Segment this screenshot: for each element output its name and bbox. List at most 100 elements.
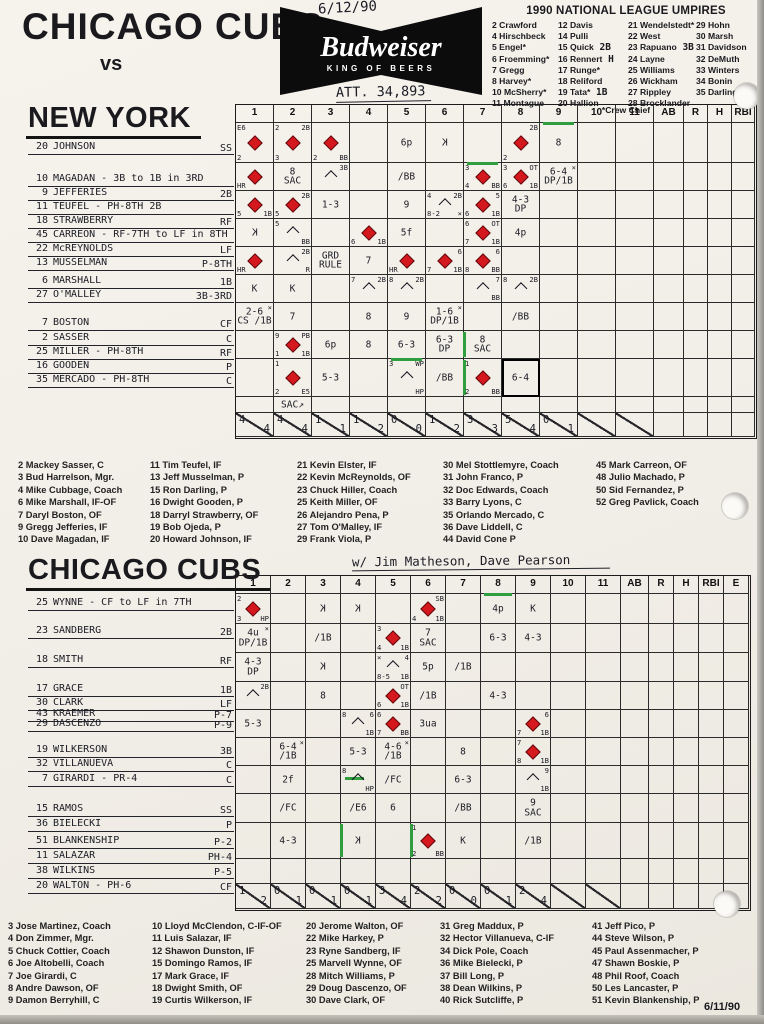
grid-cell bbox=[621, 653, 649, 682]
cell-corner-note: 3 bbox=[275, 152, 280, 162]
lineup-player-name: BOSTON bbox=[53, 317, 90, 328]
grid-cell bbox=[350, 163, 388, 191]
grid-cell bbox=[341, 624, 376, 653]
grid-cell: 7 8 1B bbox=[516, 738, 551, 766]
lineup-row: 38 WILKINS P-5 bbox=[28, 865, 234, 879]
strikeout-looking-mark: K bbox=[355, 602, 361, 614]
roster-entry: 12 Shawon Dunston, IF bbox=[152, 945, 255, 956]
cell-notation: 6-3 DP bbox=[435, 334, 454, 355]
grid-cell bbox=[724, 710, 749, 738]
umpire-entry: 14 Pulli bbox=[558, 31, 589, 42]
inning-hits: 2 bbox=[377, 423, 384, 435]
cell-corner-note: 8 bbox=[503, 275, 508, 284]
grid-cell bbox=[578, 397, 616, 413]
inning-end-mark bbox=[345, 777, 364, 781]
lineup-player-number: 38 bbox=[35, 865, 48, 876]
cell-corner-note: 2B bbox=[260, 682, 269, 691]
umpire-entry: 31 Davidson bbox=[696, 42, 747, 53]
scored-run-diamond bbox=[512, 168, 529, 185]
cell-corner-note: 3 bbox=[377, 624, 382, 633]
umpire-entry: 6 Froemming* bbox=[492, 53, 550, 64]
inning-hits: 1 bbox=[365, 895, 372, 907]
cell-corner-note: 6 bbox=[465, 219, 470, 228]
scored-run-diamond bbox=[245, 600, 261, 617]
cell-corner-note: BB bbox=[339, 152, 348, 162]
cell-corner-note: 4 bbox=[427, 191, 432, 200]
totals-cell bbox=[654, 413, 684, 437]
grid-cell bbox=[236, 794, 271, 823]
lineup-player-name: GIRARDI - PR-4 bbox=[53, 773, 138, 784]
umpire-entry: 30 Marsh bbox=[696, 31, 734, 42]
inning-runs: 0 bbox=[344, 885, 351, 897]
cell-corner-note: 1 bbox=[275, 348, 280, 358]
grid-cell bbox=[732, 219, 755, 247]
grid-cell bbox=[684, 275, 708, 303]
lineup-row: 11 SALAZAR PH-4 bbox=[28, 850, 234, 864]
grid-cell bbox=[502, 397, 540, 413]
umpire-entry: 7 Gregg bbox=[492, 64, 525, 75]
lineup-row: 25 WYNNE - CF to LF in 7TH bbox=[28, 597, 234, 611]
cell-corner-note: 7 bbox=[495, 275, 500, 284]
grid-cell: 9 bbox=[388, 303, 426, 331]
inning-hits: 4 bbox=[301, 423, 308, 435]
totals-cell bbox=[578, 413, 616, 437]
cell-corner-note: × bbox=[404, 738, 409, 747]
cell-corner-note: 2 bbox=[237, 152, 242, 162]
grid-cell bbox=[540, 331, 578, 359]
lineup-player-position: SS bbox=[219, 805, 232, 816]
grid-cell bbox=[540, 359, 578, 397]
roster-column: 2 Mackey Sasser, C 3 Bud Harrelson, Mgr. 4… bbox=[18, 459, 122, 546]
cell-corner-note: 2 bbox=[503, 152, 508, 162]
grid-cell bbox=[699, 594, 724, 624]
grid-cell: 8 HP bbox=[341, 766, 376, 794]
grid-cell bbox=[674, 794, 699, 823]
grid-cell bbox=[674, 823, 699, 859]
grid-header-cell: 3 bbox=[312, 105, 350, 123]
grid-cell: 8 6 1B bbox=[341, 710, 376, 738]
cell-corner-note: 7 bbox=[517, 727, 522, 737]
grid-cell bbox=[551, 859, 586, 884]
grid-cell: 6-3 bbox=[446, 766, 481, 794]
grid-header-cell: E bbox=[724, 576, 749, 594]
lineup-row: 32 VILLANUEVA C bbox=[28, 758, 234, 772]
totals-cell bbox=[551, 884, 586, 909]
grid-cell bbox=[540, 303, 578, 331]
lineup-player-position: P-2 bbox=[213, 837, 232, 848]
roster-entry: 22 Mike Harkey, P bbox=[306, 933, 384, 944]
lineup-player-position: RF bbox=[219, 348, 232, 359]
cell-corner-note: 2 bbox=[313, 152, 318, 162]
cell-notation: 6-4 /1B bbox=[279, 741, 297, 762]
inning-end-mark bbox=[340, 824, 343, 857]
roster-entry: 19 Bob Ojeda, P bbox=[150, 522, 221, 533]
on-base-half-diamond bbox=[362, 281, 375, 295]
umpire-entry: 15 Quick 2B bbox=[558, 42, 611, 54]
grid-cell: /BB bbox=[426, 359, 464, 397]
lineup-row: 23 SANDBERG 2B bbox=[28, 625, 234, 639]
grid-cell: 1 2 BB bbox=[463, 359, 502, 397]
lineup-row: 7 GIRARDI - PR-4 C bbox=[28, 773, 234, 787]
grid-cell bbox=[271, 594, 306, 624]
lineup-player-number: 35 bbox=[35, 374, 48, 385]
cell-corner-note: 1B bbox=[377, 236, 386, 246]
grid-cell: 1 2 BB bbox=[410, 823, 446, 859]
cell-corner-note: 1B bbox=[435, 613, 444, 623]
lineup-player-name: CARREON - RF-7TH to LF in 8TH bbox=[53, 229, 228, 240]
cell-notation: K bbox=[530, 602, 536, 614]
grid-cell: 8 bbox=[540, 122, 578, 163]
roster-entry: 8 Andre Dawson, OF bbox=[8, 983, 99, 994]
cell-notation: SAC↗ bbox=[281, 398, 304, 410]
cell-notation: 8 bbox=[365, 338, 372, 350]
grid-cell bbox=[699, 766, 724, 794]
grid-cell: 6-4 DP/1B × bbox=[540, 163, 578, 191]
grid-cell bbox=[708, 123, 732, 163]
roster-column: 20 Jerome Walton, OF 22 Mike Harkey, P 23 … bbox=[306, 920, 407, 1007]
scored-run-diamond bbox=[474, 196, 491, 213]
umpire-entry: 35 Darling bbox=[696, 87, 738, 98]
grid-cell bbox=[708, 397, 732, 413]
grid-header-cell: 7 bbox=[446, 576, 481, 594]
grid-cell bbox=[724, 794, 749, 823]
grid-cell: 8 2B bbox=[388, 275, 426, 303]
